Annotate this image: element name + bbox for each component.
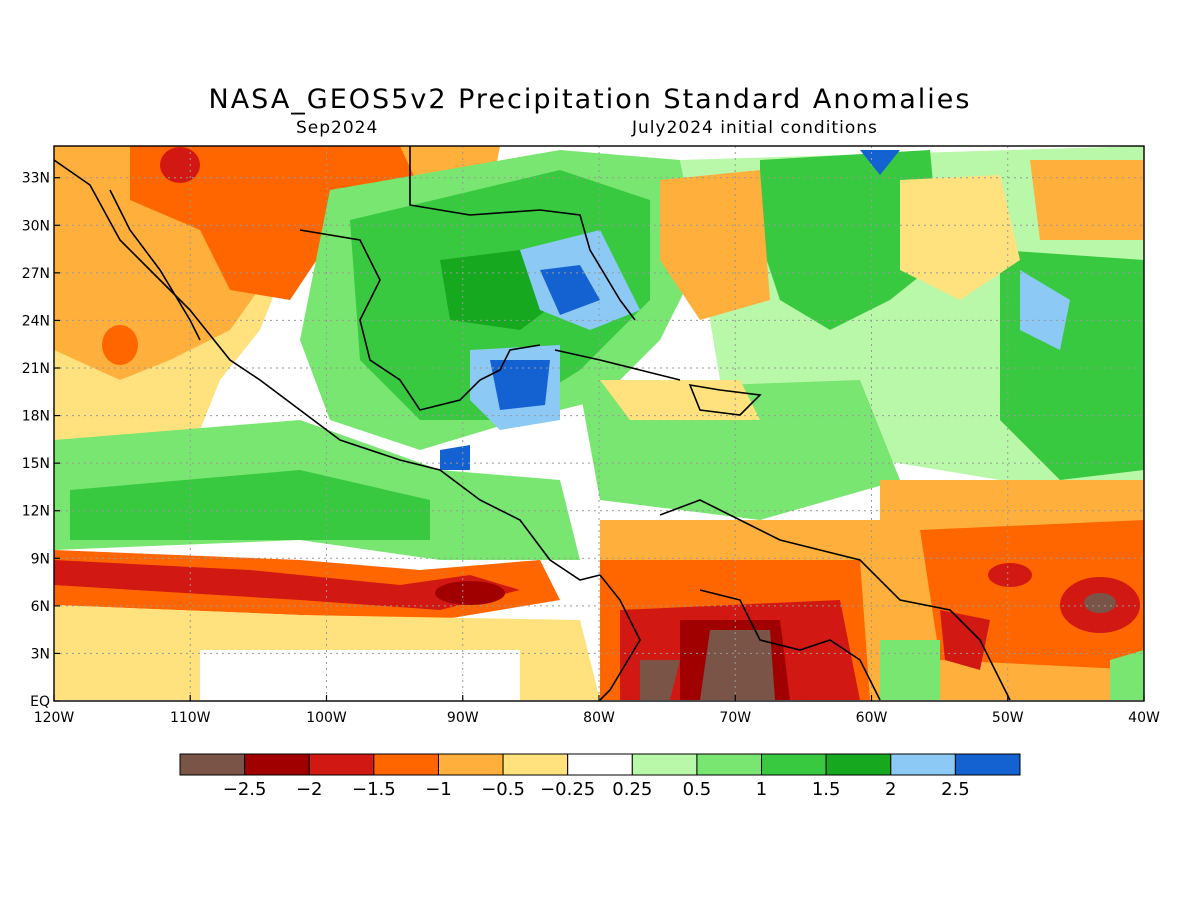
axis-ticks: 120W 110W 100W 90W 80W 70W 60W 50W 40W EQ 3N 6N 9N 12… xyxy=(22,171,1160,726)
colorbar-swatch xyxy=(890,753,956,776)
map-field xyxy=(54,146,1144,701)
colorbar-swatch xyxy=(567,753,633,776)
lat-tick-label: 24N xyxy=(22,313,50,329)
lon-tick-label: 100W xyxy=(306,710,347,726)
colorbar-label: 2.5 xyxy=(941,779,970,800)
colorbar-label: 2 xyxy=(885,779,896,800)
lat-tick-label: 18N xyxy=(22,409,50,425)
lat-tick-label: 21N xyxy=(22,361,50,377)
lon-tick-label: 90W xyxy=(447,710,479,726)
lat-tick-label: 27N xyxy=(22,266,50,282)
colorbar-swatch xyxy=(761,753,827,776)
colorbar-label: −1 xyxy=(425,779,452,800)
coastlines xyxy=(54,146,1011,701)
lon-tick-label: 60W xyxy=(856,710,888,726)
lat-tick-label: EQ xyxy=(30,694,50,710)
graticule xyxy=(54,146,1144,701)
lat-tick-label: 9N xyxy=(31,551,50,567)
colorbar-label: 0.25 xyxy=(612,779,652,800)
colorbar-label: −2 xyxy=(296,779,323,800)
colorbar-swatch xyxy=(437,753,504,776)
initial-conditions: July2024 initial conditions xyxy=(632,118,878,138)
colorbar-swatch xyxy=(179,753,246,776)
lat-tick-label: 12N xyxy=(22,504,50,520)
colorbar-swatch xyxy=(825,753,892,776)
lon-tick-label: 80W xyxy=(583,710,615,726)
colorbar-swatch xyxy=(244,753,310,776)
colorbar-label: 1.5 xyxy=(812,779,841,800)
colorbar-label: 1 xyxy=(756,779,767,800)
colorbar: −2.5 −2 −1.5 −1 −0.5 −0.25 0.25 0.5 1 1.5 2 2.5 xyxy=(179,753,1021,800)
colorbar-label: 0.5 xyxy=(683,779,712,800)
lat-tick-label: 33N xyxy=(22,171,50,187)
colorbar-swatch xyxy=(308,753,375,776)
forecast-month: Sep2024 xyxy=(296,118,379,138)
lon-tick-label: 120W xyxy=(34,710,75,726)
lon-tick-label: 50W xyxy=(992,710,1024,726)
lat-tick-label: 3N xyxy=(31,646,50,662)
colorbar-swatch xyxy=(696,753,763,776)
colorbar-label: −1.5 xyxy=(352,779,396,800)
lon-tick-label: 40W xyxy=(1128,710,1160,726)
chart-title: NASA_GEOS5v2 Precipitation Standard Anom… xyxy=(208,84,972,115)
colorbar-label: −2.5 xyxy=(223,779,267,800)
colorbar-label: −0.5 xyxy=(481,779,525,800)
lon-tick-label: 110W xyxy=(170,710,211,726)
colorbar-swatch xyxy=(631,753,698,776)
lat-tick-label: 30N xyxy=(22,218,50,234)
colorbar-swatch xyxy=(954,753,1021,776)
colorbar-swatch xyxy=(502,753,569,776)
colorbar-swatch xyxy=(373,753,439,776)
lat-tick-label: 6N xyxy=(31,599,50,615)
lon-tick-label: 70W xyxy=(719,710,751,726)
lat-tick-label: 15N xyxy=(22,456,50,472)
colorbar-label: −0.25 xyxy=(540,779,595,800)
